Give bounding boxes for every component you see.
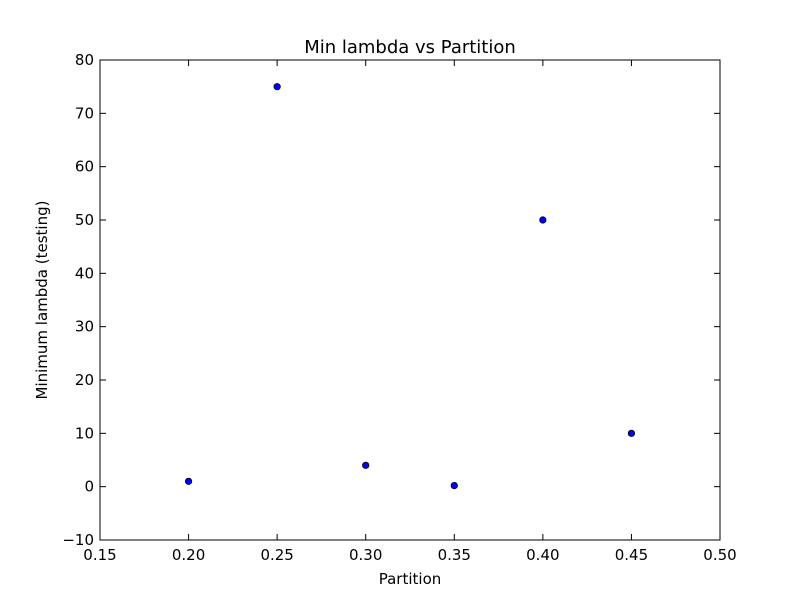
y-tick-label: 40 [75,264,94,282]
y-tick-label: 80 [75,51,94,69]
data-points [184,83,636,490]
y-tick-label: −10 [62,531,94,549]
axis-ticks: 0.15 0.20 0.25 0.30 0.35 0.40 0.45 0.50 −10 0 10 20… [62,51,736,564]
y-tick-label: 0 [84,478,94,496]
x-tick-label: 0.35 [438,546,471,564]
y-tick-label: 70 [75,104,94,122]
data-point [273,83,281,91]
data-point [362,461,370,469]
chart-title: Min lambda vs Partition [304,37,516,58]
y-tick-label: 10 [75,424,94,442]
x-tick-label: 0.30 [349,546,382,564]
y-tick-label: 50 [75,211,94,229]
x-tick-label: 0.25 [260,546,293,564]
x-tick-label: 0.20 [172,546,205,564]
x-tick-label: 0.45 [615,546,648,564]
x-tick-label: 0.50 [703,546,736,564]
data-point [450,481,458,490]
plot-area-frame [99,59,721,541]
y-tick-label: 30 [75,318,94,336]
y-axis-label: Minimum lambda (testing) [33,201,51,400]
data-point [184,477,193,485]
x-tick-label: 0.40 [526,546,559,564]
data-point [627,429,636,437]
data-point [539,216,547,224]
x-axis-label: Partition [379,570,442,588]
y-tick-label: 20 [75,371,94,389]
x-tick-label: 0.15 [83,546,116,564]
y-tick-label: 60 [75,158,94,176]
